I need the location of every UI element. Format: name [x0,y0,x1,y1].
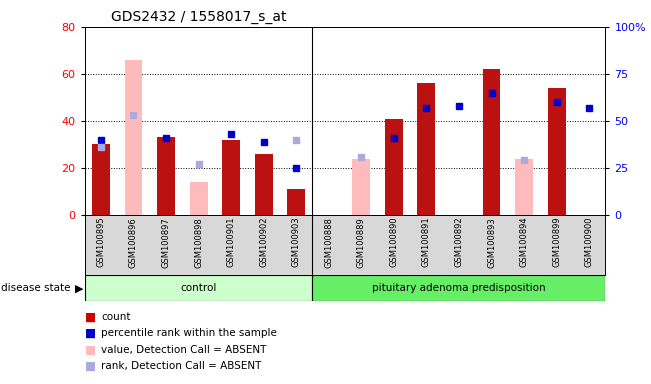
Text: GSM100895: GSM100895 [96,217,105,267]
Bar [85,275,312,301]
Text: GSM100902: GSM100902 [259,217,268,267]
Text: ■: ■ [85,343,96,356]
Bar [222,140,240,215]
Text: GSM100889: GSM100889 [357,217,366,268]
Bar [312,275,605,301]
Bar [157,137,175,215]
Bar [189,182,208,215]
Text: ■: ■ [85,310,96,323]
Text: GSM100893: GSM100893 [487,217,496,268]
Text: pituitary adenoma predisposition: pituitary adenoma predisposition [372,283,546,293]
Text: GSM100891: GSM100891 [422,217,431,267]
Bar [352,159,370,215]
Bar [124,60,143,215]
Bar [255,154,273,215]
Text: percentile rank within the sample: percentile rank within the sample [101,328,277,338]
Bar [482,69,501,215]
Text: GSM100901: GSM100901 [227,217,236,267]
Bar [417,83,436,215]
Text: GSM100894: GSM100894 [519,217,529,267]
Text: value, Detection Call = ABSENT: value, Detection Call = ABSENT [101,345,266,355]
Bar [287,189,305,215]
Text: GDS2432 / 1558017_s_at: GDS2432 / 1558017_s_at [111,10,286,24]
Text: GSM100888: GSM100888 [324,217,333,268]
Text: GSM100897: GSM100897 [161,217,171,268]
Text: GSM100898: GSM100898 [194,217,203,268]
Text: disease state: disease state [1,283,71,293]
Text: GSM100900: GSM100900 [585,217,594,267]
Text: ■: ■ [85,327,96,340]
Text: GSM100903: GSM100903 [292,217,301,267]
Text: GSM100892: GSM100892 [454,217,464,267]
Text: GSM100890: GSM100890 [389,217,398,267]
Bar [547,88,566,215]
Text: ■: ■ [85,360,96,373]
Text: ▶: ▶ [75,283,83,293]
Bar [515,159,533,215]
Text: count: count [101,312,130,322]
Text: control: control [180,283,217,293]
Bar [92,144,110,215]
Text: rank, Detection Call = ABSENT: rank, Detection Call = ABSENT [101,361,261,371]
Text: GSM100899: GSM100899 [552,217,561,267]
Text: GSM100896: GSM100896 [129,217,138,268]
Bar [385,119,403,215]
